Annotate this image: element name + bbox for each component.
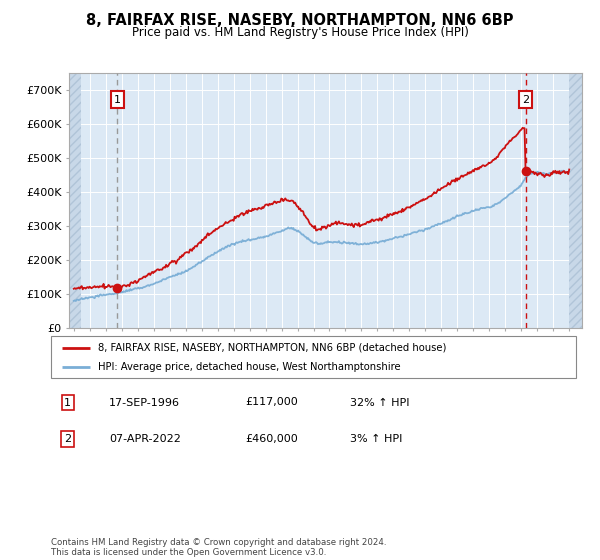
Bar <box>69 73 80 328</box>
Text: 3% ↑ HPI: 3% ↑ HPI <box>350 434 403 444</box>
Text: Contains HM Land Registry data © Crown copyright and database right 2024.
This d: Contains HM Land Registry data © Crown c… <box>51 538 386 557</box>
Text: 2: 2 <box>522 95 529 105</box>
Text: 07-APR-2022: 07-APR-2022 <box>109 434 181 444</box>
Text: 1: 1 <box>64 398 71 408</box>
Text: 2: 2 <box>64 434 71 444</box>
Text: £460,000: £460,000 <box>245 434 298 444</box>
Text: 1: 1 <box>114 95 121 105</box>
Text: £117,000: £117,000 <box>245 398 298 408</box>
Text: 8, FAIRFAX RISE, NASEBY, NORTHAMPTON, NN6 6BP: 8, FAIRFAX RISE, NASEBY, NORTHAMPTON, NN… <box>86 13 514 28</box>
FancyBboxPatch shape <box>51 336 576 378</box>
Text: HPI: Average price, detached house, West Northamptonshire: HPI: Average price, detached house, West… <box>98 362 401 372</box>
Text: 32% ↑ HPI: 32% ↑ HPI <box>350 398 410 408</box>
Text: Price paid vs. HM Land Registry's House Price Index (HPI): Price paid vs. HM Land Registry's House … <box>131 26 469 39</box>
Text: 8, FAIRFAX RISE, NASEBY, NORTHAMPTON, NN6 6BP (detached house): 8, FAIRFAX RISE, NASEBY, NORTHAMPTON, NN… <box>98 343 446 353</box>
Text: 17-SEP-1996: 17-SEP-1996 <box>109 398 180 408</box>
Bar <box>569 73 582 328</box>
